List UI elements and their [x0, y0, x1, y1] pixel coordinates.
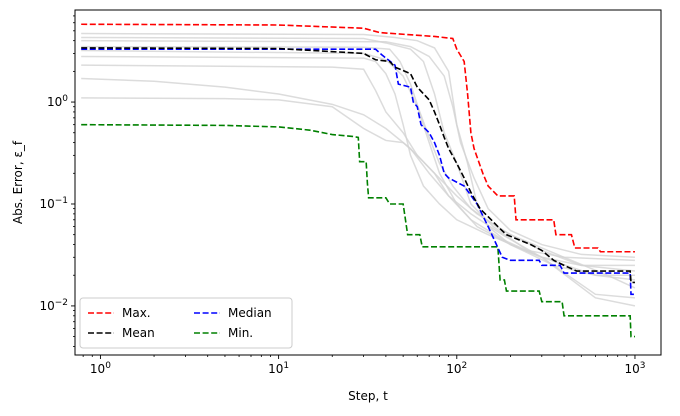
- legend-label: Mean: [122, 326, 155, 340]
- series-line-max: [81, 23, 635, 253]
- x-tick-label: 100: [90, 361, 111, 376]
- background-run-line: [81, 97, 636, 281]
- legend-box: [79, 297, 293, 349]
- x-tick-label: 103: [624, 361, 645, 376]
- summary-series: [81, 23, 635, 338]
- legend-label: Min.: [228, 326, 253, 340]
- series-line-median: [81, 48, 635, 296]
- y-tick-label: 10−1: [39, 196, 68, 211]
- legend-label: Max.: [122, 306, 151, 320]
- legend: Max. Mean Median Min.: [79, 297, 293, 349]
- y-axis-label: Abs. Error, ε_f: [11, 140, 25, 224]
- background-run-line: [81, 55, 636, 307]
- background-runs: [81, 32, 636, 307]
- x-axis: 100 101 102 103: [82, 355, 645, 376]
- y-tick-label: 100: [47, 94, 68, 109]
- y-axis: 10−2 10−1 100: [39, 15, 75, 347]
- background-run-line: [81, 39, 635, 259]
- x-axis-label: Step, t: [348, 389, 388, 403]
- x-tick-label: 101: [268, 361, 289, 376]
- y-tick-label: 10−2: [39, 298, 68, 313]
- series-line-min: [81, 123, 635, 338]
- background-run-line: [81, 45, 635, 267]
- x-tick-label: 102: [446, 361, 467, 376]
- background-run-line: [81, 36, 635, 262]
- series-line-mean: [81, 47, 635, 284]
- plot-area-frame: [74, 9, 662, 356]
- legend-label: Median: [228, 306, 272, 320]
- background-run-line: [81, 49, 635, 276]
